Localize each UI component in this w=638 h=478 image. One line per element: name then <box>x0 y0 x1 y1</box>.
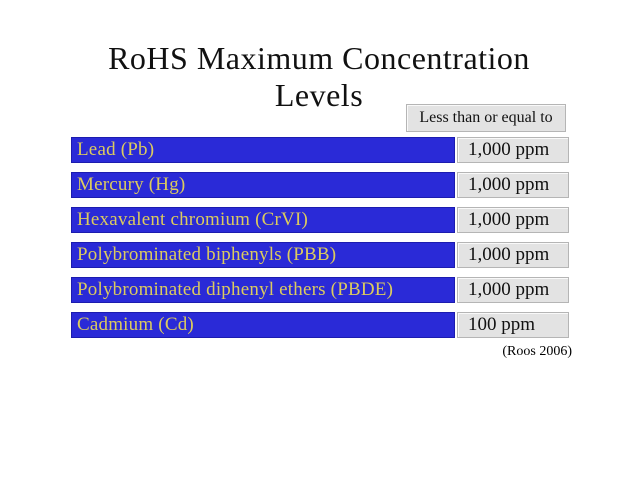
substance-bar: Polybrominated biphenyls (PBB) <box>71 242 455 268</box>
limit-value-box: 1,000 ppm <box>457 137 569 163</box>
limit-value-box: 1,000 ppm <box>457 207 569 233</box>
limit-value: 1,000 ppm <box>468 279 550 300</box>
substance-bar: Mercury (Hg) <box>71 172 455 198</box>
substance-label: Hexavalent chromium (CrVI) <box>77 209 309 230</box>
substance-label: Polybrominated biphenyls (PBB) <box>77 244 337 265</box>
title-line-2: Levels <box>274 77 364 113</box>
substance-bar: Polybrominated diphenyl ethers (PBDE) <box>71 277 455 303</box>
table-row: Hexavalent chromium (CrVI) 1,000 ppm <box>71 207 569 233</box>
substance-bar: Hexavalent chromium (CrVI) <box>71 207 455 233</box>
limit-value: 1,000 ppm <box>468 244 550 265</box>
substance-bar: Cadmium (Cd) <box>71 312 455 338</box>
limit-value: 1,000 ppm <box>468 209 550 230</box>
title-line-1: RoHS Maximum Concentration <box>108 40 530 76</box>
substance-bar: Lead (Pb) <box>71 137 455 163</box>
limit-value-box: 1,000 ppm <box>457 172 569 198</box>
table-row: Mercury (Hg) 1,000 ppm <box>71 172 569 198</box>
substance-label: Polybrominated diphenyl ethers (PBDE) <box>77 279 394 300</box>
column-header-box: Less than or equal to <box>406 104 566 132</box>
limit-value: 1,000 ppm <box>468 174 550 195</box>
table-row: Cadmium (Cd) 100 ppm <box>71 312 569 338</box>
limit-value: 100 ppm <box>468 314 536 335</box>
table-row: Lead (Pb) 1,000 ppm <box>71 137 569 163</box>
limit-value-box: 1,000 ppm <box>457 242 569 268</box>
substance-label: Lead (Pb) <box>77 139 155 160</box>
limits-table: Lead (Pb) 1,000 ppm Mercury (Hg) 1,000 p… <box>71 137 569 347</box>
citation: (Roos 2006) <box>502 344 572 359</box>
page-title: RoHS Maximum Concentration Levels <box>0 40 638 114</box>
limit-value-box: 100 ppm <box>457 312 569 338</box>
limit-value-box: 1,000 ppm <box>457 277 569 303</box>
column-header-label: Less than or equal to <box>419 109 553 126</box>
table-row: Polybrominated biphenyls (PBB) 1,000 ppm <box>71 242 569 268</box>
substance-label: Cadmium (Cd) <box>77 314 194 335</box>
substance-label: Mercury (Hg) <box>77 174 186 195</box>
table-row: Polybrominated diphenyl ethers (PBDE) 1,… <box>71 277 569 303</box>
limit-value: 1,000 ppm <box>468 139 550 160</box>
